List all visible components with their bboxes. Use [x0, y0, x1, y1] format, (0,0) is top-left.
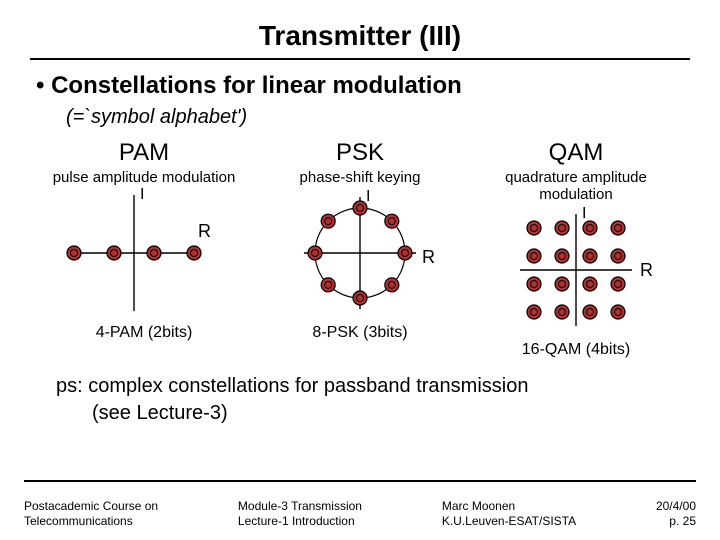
pam-caption: 4-PAM (2bits) — [36, 324, 252, 342]
svg-text:I: I — [140, 188, 144, 203]
svg-text:I: I — [366, 188, 370, 205]
ps-line-2: (see Lecture-3) — [92, 402, 228, 424]
footer-right2: 20/4/00 p. 25 — [656, 499, 696, 530]
footer-page: p. 25 — [669, 514, 696, 528]
bullet-main: • Constellations for linear modulation — [36, 72, 690, 100]
psk-title: PSK — [252, 139, 468, 167]
schemes-row: PAM pulse amplitude modulation IR 4-PAM … — [36, 139, 684, 359]
footer-left: Postacademic Course on Telecommunication… — [24, 499, 158, 530]
pam-column: PAM pulse amplitude modulation IR 4-PAM … — [36, 139, 252, 359]
svg-text:R: R — [422, 247, 435, 267]
psk-caption: 8-PSK (3bits) — [252, 324, 468, 342]
postscript: ps: complex constellations for passband … — [56, 373, 690, 427]
footer-date: 20/4/00 — [656, 499, 696, 513]
footer-rule — [24, 480, 696, 482]
psk-diagram: IR — [270, 188, 450, 318]
footer-right1-2: K.U.Leuven-ESAT/SISTA — [442, 514, 576, 528]
footer-mid-1: Module-3 Transmission — [238, 499, 362, 513]
footer: Postacademic Course on Telecommunication… — [0, 499, 720, 530]
psk-subtitle: phase-shift keying — [252, 169, 468, 186]
psk-column: PSK phase-shift keying IR 8-PSK (3bits) — [252, 139, 468, 359]
pam-title: PAM — [36, 139, 252, 167]
footer-mid: Module-3 Transmission Lecture-1 Introduc… — [238, 499, 362, 530]
bullet-subtitle: (=`symbol alphabet') — [66, 106, 690, 129]
qam-title: QAM — [468, 139, 684, 167]
footer-right1-1: Marc Moonen — [442, 499, 515, 513]
qam-diagram: IR — [486, 205, 666, 335]
qam-column: QAM quadrature amplitude modulation IR 1… — [468, 139, 684, 359]
footer-left-1: Postacademic Course on — [24, 499, 158, 513]
slide-title: Transmitter (III) — [30, 20, 690, 52]
qam-subtitle: quadrature amplitude modulation — [468, 169, 684, 203]
footer-right1: Marc Moonen K.U.Leuven-ESAT/SISTA — [442, 499, 576, 530]
footer-mid-2: Lecture-1 Introduction — [238, 514, 355, 528]
title-rule — [30, 58, 690, 60]
ps-line-1: ps: complex constellations for passband … — [56, 375, 528, 397]
svg-text:R: R — [640, 260, 653, 280]
pam-diagram: IR — [54, 188, 234, 318]
svg-text:R: R — [198, 221, 211, 241]
footer-left-2: Telecommunications — [24, 514, 133, 528]
svg-text:I: I — [582, 205, 586, 222]
qam-caption: 16-QAM (4bits) — [468, 341, 684, 359]
pam-subtitle: pulse amplitude modulation — [36, 169, 252, 186]
